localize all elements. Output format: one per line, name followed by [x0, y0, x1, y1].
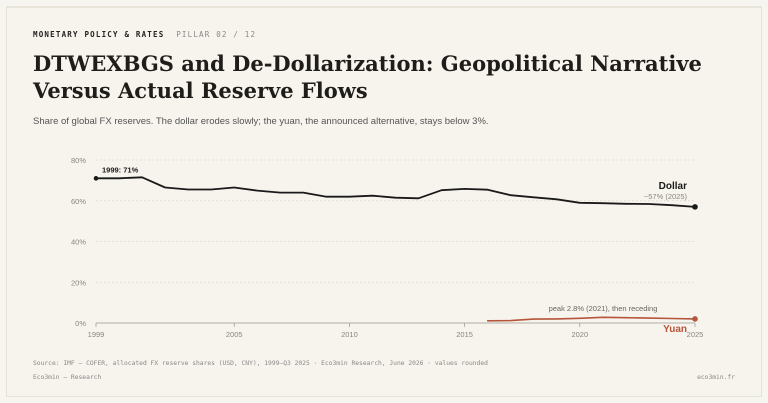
x-tick-labels: 1999 2005 2010 2015 2020 2025 [88, 323, 704, 339]
pillar-label: PILLAR 02 / 12 [176, 30, 257, 39]
x-tick-label: 2020 [571, 330, 588, 339]
x-tick-label: 1999 [88, 330, 105, 339]
chart-card [6, 6, 762, 397]
brand-label: Eco3min — Research [33, 374, 102, 381]
dollar-end-annotation: ~57% (2025) [644, 192, 688, 201]
annotation-layer: 1999: 71% Dollar~57% (2025) peak 2.8% (202… [102, 165, 688, 335]
x-tick-label: 2005 [226, 330, 243, 339]
yuan-peak-annotation: peak 2.8% (2021), then receding [549, 304, 658, 313]
site-link[interactable]: eco3min.fr [697, 374, 735, 381]
x-tick-label: 2010 [341, 330, 358, 339]
x-tick-label: 2025 [687, 330, 704, 339]
page-title: DTWEXBGS and De-Dollarization: Geopoliti… [33, 50, 733, 104]
title-line-1: DTWEXBGS and De-Dollarization: Geopoliti… [33, 51, 702, 76]
dollar-start-annotation: 1999: 71% [102, 165, 139, 174]
y-tick-label: 0% [75, 319, 86, 328]
kicker: MONETARY POLICY & RATES PILLAR 02 / 12 [33, 30, 256, 39]
dollar-series-label: Dollar [659, 181, 687, 192]
chart-subtitle: Share of global FX reserves. The dollar … [33, 116, 489, 127]
series-layer [93, 176, 698, 322]
yuan-series-label: Yuan [663, 324, 687, 335]
section-label: MONETARY POLICY & RATES [33, 30, 165, 39]
source-note: Source: IMF — COFER, allocated FX reserv… [33, 360, 488, 367]
y-tick-label: 80% [71, 156, 86, 165]
series-line-yuan [486, 316, 696, 322]
grid-layer [96, 159, 695, 324]
y-tick-label: 60% [71, 197, 86, 206]
series-line-dollar [95, 176, 696, 208]
y-tick-label: 20% [71, 278, 86, 287]
dollar-end-point [692, 204, 698, 210]
title-line-2: Versus Actual Reserve Flows [33, 78, 368, 103]
yuan-end-point [692, 316, 698, 322]
top-rule [6, 6, 762, 8]
x-tick-label: 2015 [456, 330, 473, 339]
y-tick-labels: 0% 20% 40% 60% 80% [71, 156, 86, 328]
y-tick-label: 40% [71, 238, 86, 247]
dollar-start-point [93, 176, 99, 181]
